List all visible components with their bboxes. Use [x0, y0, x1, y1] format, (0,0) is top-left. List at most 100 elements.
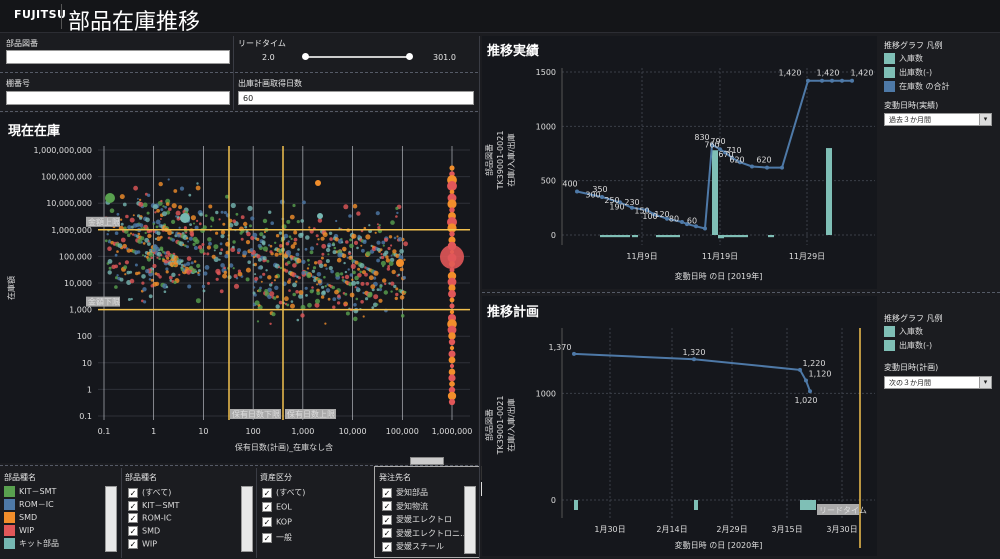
bar — [812, 500, 816, 510]
actual-date-select[interactable]: 過去３か月間 ▾ — [884, 113, 992, 126]
amount-upper-label: 金額上限 — [88, 217, 120, 227]
y-axis-title: 部品図番 — [484, 144, 494, 176]
checkbox-checked-icon[interactable]: ✓ — [262, 533, 272, 543]
shelf-input[interactable] — [6, 91, 230, 105]
filter-option[interactable]: ✓ KOP — [262, 517, 292, 527]
legend-item[interactable]: KIT－SMT — [4, 486, 56, 497]
filter-option[interactable]: ✓ WIP — [128, 539, 157, 549]
scatter-point — [448, 374, 455, 381]
scatter-point — [216, 278, 219, 281]
shelf-label: 棚番号 — [6, 78, 30, 89]
scatter-point — [365, 297, 368, 300]
plan-line-chart[interactable]: 1000 0 1月30日 2月14日 2月29日 3月15日 3月30日変動日時 の日 [2… — [482, 320, 877, 556]
legend-item[interactable]: SMD — [4, 512, 37, 523]
lead-time-slider-min-handle[interactable] — [302, 53, 309, 60]
scatter-point — [312, 270, 315, 273]
actuals-line-chart[interactable]: 1500 1000 500 0 11月9日 11月19日 11月29日変動日時 の日 [20… — [482, 60, 877, 288]
filter-option[interactable]: ✓ SMD — [128, 526, 160, 536]
plan-days-input[interactable]: 60 — [238, 91, 474, 105]
scatter-point — [350, 273, 353, 276]
scatter-point — [364, 273, 368, 277]
scatter-point — [328, 298, 331, 301]
plan-date-select[interactable]: 次の３か月間 ▾ — [884, 376, 992, 389]
checkbox-checked-icon[interactable]: ✓ — [382, 488, 392, 498]
filter-option[interactable]: ✓ (すべて) — [262, 487, 305, 498]
legend-swatch — [4, 499, 15, 510]
data-label: 1,420 — [851, 69, 874, 78]
scatter-point — [396, 212, 398, 214]
plan-date-select-label: 変動日時(計画) — [884, 362, 938, 373]
panel-resize-handle[interactable] — [410, 457, 444, 465]
checkbox-checked-icon[interactable]: ✓ — [128, 526, 138, 536]
scatter-point — [196, 182, 198, 184]
checkbox-checked-icon[interactable]: ✓ — [382, 501, 392, 511]
scatter-point — [240, 232, 243, 235]
legend-item[interactable]: 出庫数(-) — [884, 340, 932, 351]
filter-option[interactable]: ✓ 愛知部品 — [382, 487, 428, 498]
scatter-point — [187, 285, 191, 289]
filter-option[interactable]: ✓ EOL — [262, 502, 292, 512]
filter-option[interactable]: ✓ 愛媛スチール — [382, 541, 444, 552]
scatter-point — [332, 306, 335, 309]
legend-item[interactable]: WIP — [4, 525, 34, 536]
scatter-point — [180, 187, 184, 191]
lead-time-slider-max-handle[interactable] — [406, 53, 413, 60]
current-stock-scatter-chart[interactable]: 1,000,000,000 100,000,000 10,000,000 1,000,… — [0, 138, 478, 463]
stock-point — [780, 166, 784, 170]
scatter-point — [205, 214, 208, 217]
checkbox-checked-icon[interactable]: ✓ — [382, 515, 392, 525]
data-label: 60 — [687, 216, 697, 225]
checkbox-checked-icon[interactable]: ✓ — [262, 517, 272, 527]
scatter-point — [298, 233, 303, 238]
scatter-point — [219, 259, 221, 261]
scatter-point — [232, 240, 235, 243]
scatter-point — [449, 165, 454, 170]
filter-option[interactable]: ✓ 一般 — [262, 532, 292, 543]
filter-option[interactable]: ✓ 愛媛エレクトロ — [382, 514, 452, 525]
checkbox-checked-icon[interactable]: ✓ — [262, 502, 272, 512]
scatter-point — [368, 224, 370, 226]
legend-label: 出庫数(-) — [899, 68, 932, 77]
legend-item[interactable]: キット部品 — [4, 538, 59, 549]
part-drawing-input[interactable] — [6, 50, 230, 64]
scatter-point — [345, 271, 347, 273]
checkbox-checked-icon[interactable]: ✓ — [128, 513, 138, 523]
filter-option[interactable]: ✓ ROM-IC — [128, 513, 172, 523]
scatter-point — [344, 304, 347, 307]
checkbox-checked-icon[interactable]: ✓ — [382, 542, 392, 552]
legend-item[interactable]: 入庫数 — [884, 326, 923, 337]
scatter-point — [249, 224, 252, 227]
scatter-point — [321, 295, 324, 298]
scatter-point — [351, 264, 356, 269]
scatter-point — [329, 232, 332, 235]
scatter-point — [379, 286, 382, 289]
scatter-point — [212, 219, 215, 222]
filter-option[interactable]: ✓ 愛知物流 — [382, 501, 428, 512]
checkbox-checked-icon[interactable]: ✓ — [382, 528, 392, 538]
part-type-filter-scrollbar[interactable] — [241, 486, 253, 552]
checkbox-checked-icon[interactable]: ✓ — [128, 488, 138, 498]
scatter-point — [276, 304, 280, 308]
legend-item[interactable]: ROM－IC — [4, 499, 54, 510]
scatter-point — [196, 186, 201, 191]
legend-item[interactable]: 入庫数 — [884, 53, 923, 64]
legend-item[interactable]: 出庫数(-) — [884, 67, 932, 78]
checkbox-checked-icon[interactable]: ✓ — [128, 539, 138, 549]
checkbox-checked-icon[interactable]: ✓ — [128, 501, 138, 511]
scatter-point — [166, 270, 169, 273]
order-filter-scrollbar[interactable] — [464, 486, 476, 554]
scatter-point — [369, 275, 374, 280]
filter-option[interactable]: ✓ 愛媛エレクトロニ… — [382, 528, 468, 539]
scatter-point — [295, 290, 299, 294]
part-type-legend-scrollbar[interactable] — [105, 486, 117, 552]
checkbox-checked-icon[interactable]: ✓ — [262, 488, 272, 498]
data-label: 620 — [729, 156, 744, 165]
legend-item[interactable]: 在庫数 の合計 — [884, 81, 950, 92]
lead-time-slider-track[interactable] — [305, 56, 410, 58]
filter-option[interactable]: ✓ KIT－SMT — [128, 500, 179, 511]
filter-option[interactable]: ✓ (すべて) — [128, 487, 171, 498]
scatter-point — [222, 274, 227, 279]
scatter-point — [172, 203, 177, 208]
scatter-point — [253, 256, 256, 259]
scatter-point — [366, 251, 371, 256]
